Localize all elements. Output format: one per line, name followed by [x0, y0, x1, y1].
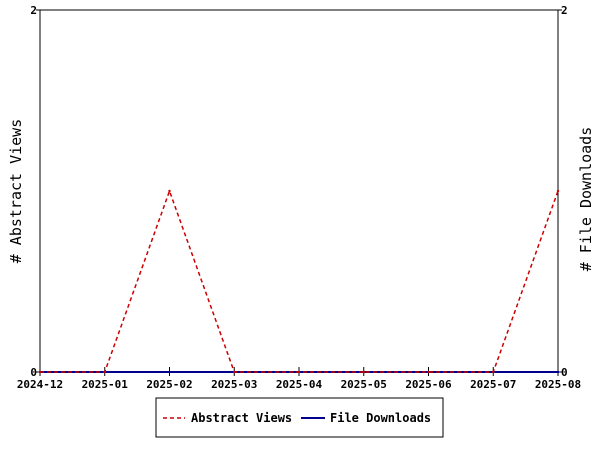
- data-point-file-downloads: [168, 370, 171, 374]
- plot-area: [39, 9, 559, 373]
- y-axis-title: # Abstract Views: [7, 119, 25, 264]
- x-tick-label: 2025-06: [405, 378, 452, 391]
- y2-tick-label: 2: [561, 4, 568, 17]
- x-tick-label: 2025-04: [276, 378, 323, 391]
- data-point-abstract-views: [168, 189, 171, 193]
- x-ticks: 2024-12 2025-01 2025-02 2025-03 2025-04 2025-…: [17, 367, 581, 391]
- legend-box: [155, 397, 444, 438]
- x-tick-label: 2024-12: [17, 378, 63, 391]
- x-tick-label: 2025-03: [211, 378, 257, 391]
- legend: Abstract Views File Downloads: [155, 397, 444, 438]
- x-tick-label: 2025-05: [341, 378, 387, 391]
- x-tick-label: 2025-07: [470, 378, 516, 391]
- series-layer: [38, 188, 560, 374]
- x-tick-label: 2025-02: [146, 378, 192, 391]
- legend-label-abstract-views: Abstract Views: [191, 411, 292, 425]
- legend-label-file-downloads: File Downloads: [330, 411, 431, 425]
- x-tick-label: 2025-08: [535, 378, 581, 391]
- y-tick-label: 0: [30, 366, 37, 379]
- y2-tick-label: 0: [561, 366, 568, 379]
- series-line-abstract-views: [40, 188, 559, 373]
- x-tick-label: 2025-01: [82, 378, 129, 391]
- y2-axis-title: # File Downloads: [577, 127, 595, 272]
- y-tick-label: 2: [30, 4, 37, 17]
- data-point-file-downloads: [556, 370, 560, 374]
- data-point-abstract-views: [362, 370, 365, 374]
